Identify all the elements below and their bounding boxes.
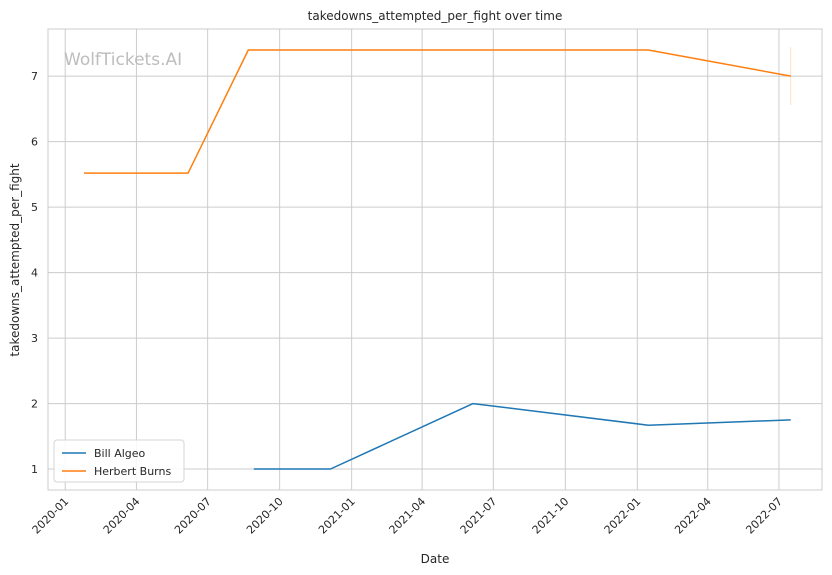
y-tick-label: 5 (31, 201, 38, 214)
watermark: WolfTickets.AI (64, 50, 182, 70)
series-line (253, 402, 791, 470)
grid (48, 29, 822, 490)
legend-label: Bill Algeo (94, 447, 146, 460)
series-line (84, 49, 791, 174)
y-tick-label: 2 (31, 398, 38, 411)
legend-label: Herbert Burns (94, 465, 171, 478)
series-layer (84, 47, 792, 470)
y-axis: 1 2 3 4 5 6 7 (31, 70, 38, 476)
plot-frame (47, 28, 823, 491)
y-tick-label: 3 (31, 332, 38, 345)
y-tick-label: 4 (31, 267, 38, 280)
legend-box (53, 439, 185, 483)
x-axis-title: Date (421, 552, 450, 566)
legend: Bill Algeo Herbert Burns (53, 439, 185, 483)
chart-title: takedowns_attempted_per_fight over time (308, 9, 563, 23)
plot-area: WolfTickets.AI (47, 28, 823, 491)
y-axis-title: takedowns_attempted_per_fight (8, 163, 22, 356)
y-tick-label: 6 (31, 136, 38, 149)
y-tick-label: 7 (31, 70, 38, 83)
y-tick-label: 1 (31, 463, 38, 476)
